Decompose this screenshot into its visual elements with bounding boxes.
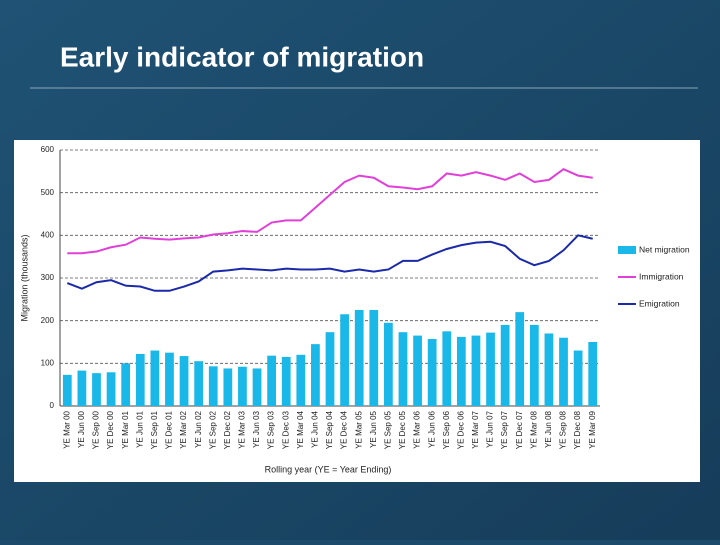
x-tick-label: YE Mar 03 [238, 410, 247, 448]
bar [413, 335, 422, 406]
x-axis-title: Rolling year (YE = Year Ending) [265, 464, 392, 474]
x-tick-label: YE Sep 02 [208, 410, 217, 449]
x-tick-label: YE Jun 05 [369, 410, 378, 447]
bar [150, 350, 160, 406]
bar [471, 335, 481, 406]
bar [325, 332, 335, 406]
bar [179, 356, 189, 406]
bar [486, 332, 495, 406]
bar [267, 355, 276, 406]
y-tick-label: 200 [41, 316, 55, 325]
y-tick-label: 400 [41, 230, 55, 239]
line [67, 168, 593, 255]
x-tick-label: YE Mar 04 [296, 410, 305, 448]
x-tick-label: YE Dec 06 [456, 410, 465, 449]
bar [340, 314, 349, 406]
bar [311, 344, 320, 406]
x-tick-label: YE Mar 02 [179, 410, 188, 448]
bar [384, 322, 393, 406]
x-tick-label: YE Sep 01 [150, 410, 159, 449]
bar [442, 331, 452, 406]
y-tick-label: 500 [41, 188, 55, 197]
bar [281, 356, 291, 406]
bar [121, 363, 131, 406]
bar [252, 368, 262, 406]
bar [369, 310, 379, 406]
bar [559, 337, 568, 406]
bar [135, 353, 145, 406]
bar [92, 373, 101, 406]
x-tick-label: YE Sep 08 [559, 410, 568, 449]
x-tick-label: YE Sep 03 [267, 410, 276, 449]
x-tick-label: YE Jun 02 [194, 410, 203, 447]
bar [77, 370, 87, 406]
x-tick-label: YE Sep 06 [442, 410, 451, 449]
bar [427, 339, 437, 406]
legend-label: Net migration [639, 244, 690, 254]
bar [354, 310, 364, 406]
slide-title: Early indicator of migration [60, 41, 424, 72]
y-tick-label: 300 [41, 273, 55, 282]
x-tick-label: YE Dec 05 [398, 410, 407, 449]
x-tick-label: YE Mar 05 [354, 410, 363, 448]
x-tick-label: YE Mar 08 [529, 410, 538, 448]
x-tick-label: YE Dec 07 [515, 410, 524, 449]
x-tick-label: YE Mar 01 [121, 410, 130, 448]
y-tick-label: 100 [41, 358, 55, 367]
bar [515, 312, 525, 406]
bar [106, 372, 116, 406]
y-tick-label: 600 [41, 145, 55, 154]
x-tick-label: YE Jun 04 [311, 410, 320, 447]
y-tick-label: 0 [50, 401, 55, 410]
x-tick-label: YE Dec 02 [223, 410, 232, 449]
x-tick-label: YE Dec 04 [340, 410, 349, 449]
bar [296, 354, 306, 406]
y-axis-title: Migration (thousands) [19, 234, 29, 321]
x-tick-label: YE Sep 00 [92, 410, 101, 449]
bar [500, 324, 510, 406]
legend-label: Immigration [639, 271, 684, 281]
x-tick-label: YE Dec 03 [281, 410, 290, 449]
x-tick-label: YE Sep 07 [500, 410, 509, 449]
x-tick-label: YE Jun 01 [135, 410, 144, 447]
legend-label: Emigration [639, 298, 680, 308]
bar [573, 350, 583, 406]
bar [588, 342, 598, 406]
line [66, 234, 593, 292]
bar [398, 332, 408, 406]
bar [223, 368, 233, 406]
x-tick-label: YE Sep 04 [325, 410, 334, 449]
bar [194, 361, 204, 406]
x-tick-label: YE Dec 00 [106, 410, 115, 449]
x-tick-label: YE Jun 06 [427, 410, 436, 447]
bar [529, 324, 539, 406]
x-tick-label: YE Mar 09 [588, 410, 597, 448]
bar [165, 352, 174, 406]
x-tick-label: YE Mar 06 [413, 410, 422, 448]
legend-swatch [618, 246, 636, 254]
x-tick-label: YE Sep 05 [383, 410, 392, 449]
x-tick-label: YE Mar 00 [62, 410, 71, 448]
bar [208, 366, 218, 406]
x-tick-label: YE Mar 07 [471, 410, 480, 448]
x-tick-label: YE Jun 07 [486, 410, 495, 447]
bar [456, 336, 466, 406]
bar [62, 374, 72, 406]
x-tick-label: YE Jun 03 [252, 410, 261, 447]
x-tick-label: YE Dec 01 [165, 410, 174, 449]
bar [544, 333, 554, 406]
x-tick-label: YE Jun 00 [77, 410, 86, 447]
x-tick-label: YE Dec 08 [573, 410, 582, 449]
x-tick-label: YE Jun 08 [544, 410, 553, 447]
bar [238, 366, 247, 406]
